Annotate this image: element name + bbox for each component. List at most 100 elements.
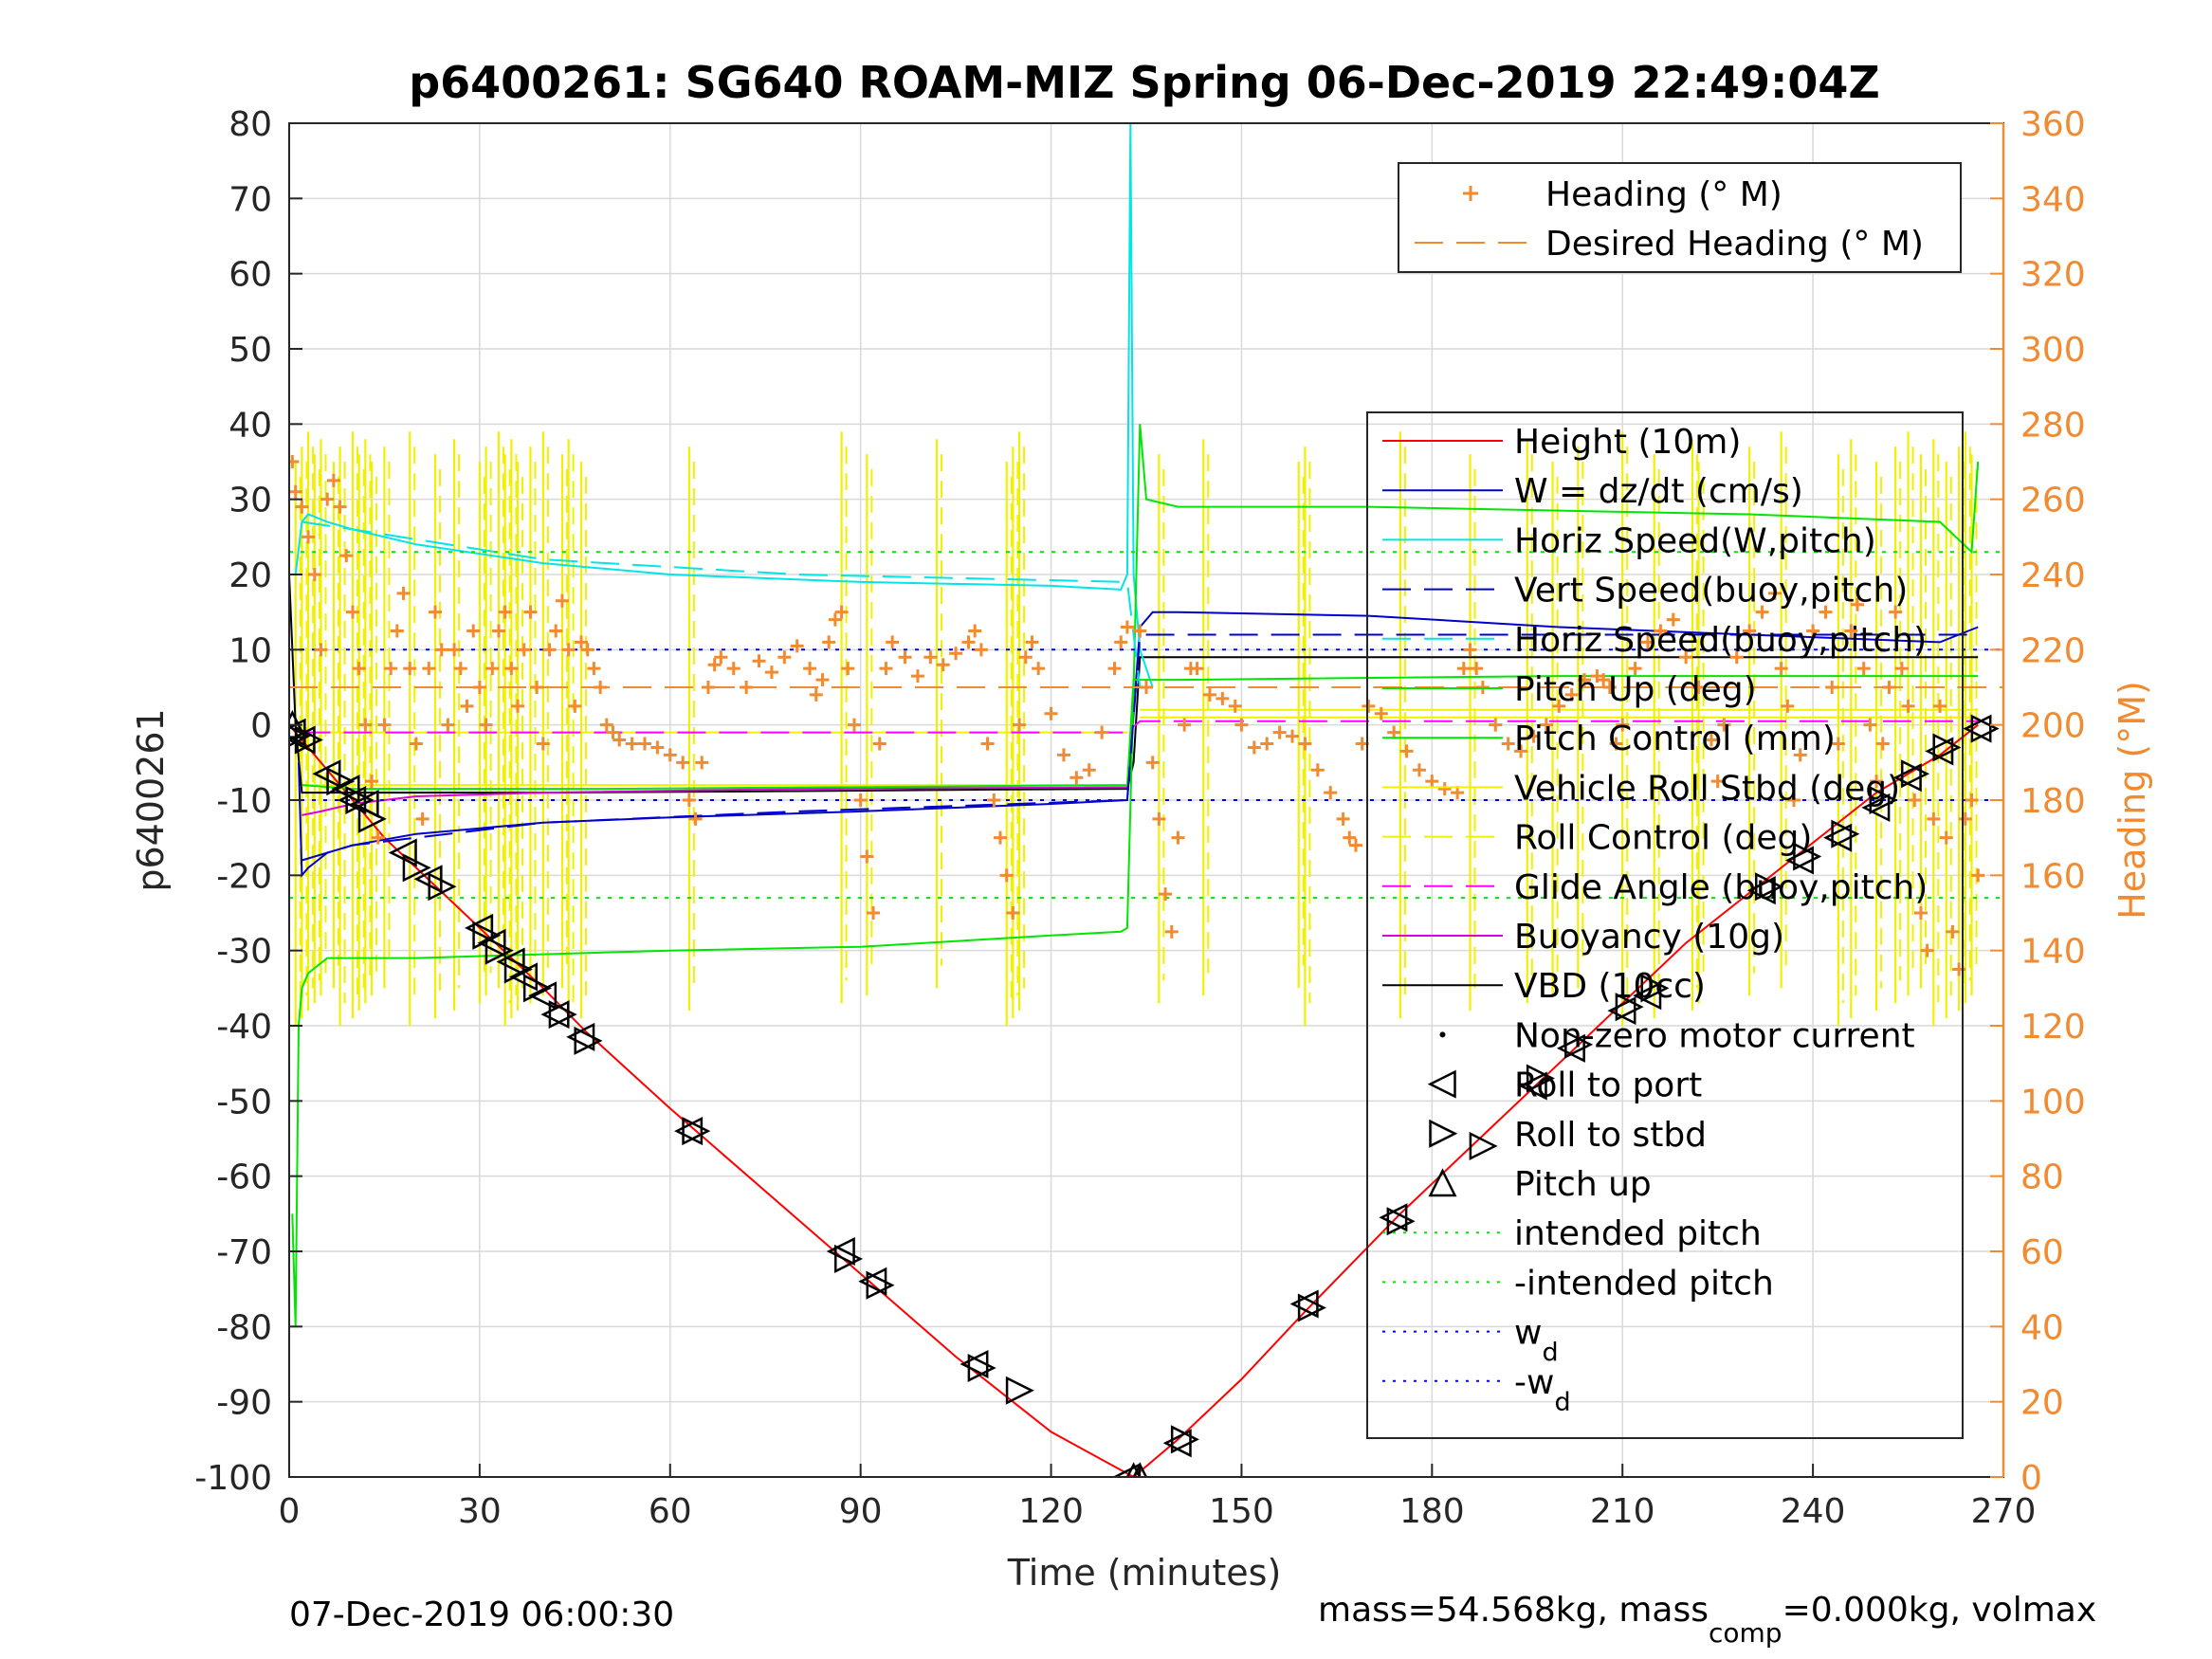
legend-label: intended pitch	[1514, 1214, 1762, 1253]
legend-label-text: intended pitch	[1514, 1214, 1762, 1253]
heading-point	[1654, 624, 1668, 638]
legend-label: Non-zero motor current	[1514, 1016, 1915, 1055]
heading-point	[1164, 924, 1179, 939]
tick-label-y-left: -100	[194, 1459, 272, 1498]
heading-point	[295, 500, 309, 514]
legend-label: Horiz Speed(buoy,pitch)	[1514, 621, 1927, 660]
heading-point	[841, 662, 855, 676]
heading-point	[1844, 624, 1858, 638]
tick-label-y-right: 60	[2020, 1233, 2064, 1272]
legend-label: Horiz Speed(W,pitch)	[1514, 521, 1876, 560]
tick-label-y-left: 70	[229, 180, 272, 219]
heading-point	[1228, 699, 1242, 713]
y-axis-label-right: Heading (°M)	[2111, 681, 2153, 920]
heading-point	[1260, 737, 1274, 751]
heading-point	[530, 681, 544, 694]
heading-point	[872, 737, 887, 751]
series-line	[302, 720, 1979, 734]
legend-label: Pitch Up (deg)	[1514, 670, 1757, 709]
heading-point	[1875, 737, 1890, 751]
tick-label-y-left: -30	[216, 933, 272, 972]
tick-label-y-right: 40	[2020, 1308, 2064, 1347]
tick-label-x: 120	[1018, 1492, 1084, 1531]
tick-label-x: 150	[1209, 1492, 1274, 1531]
heading-point	[1552, 699, 1566, 713]
heading-point	[1564, 687, 1579, 702]
y-axis-label-left: p6400261	[130, 708, 172, 891]
heading-point	[1946, 924, 1960, 939]
roll-stbd-marker	[1170, 1425, 1199, 1454]
tick-label-x: 90	[839, 1492, 883, 1531]
heading-point	[1628, 662, 1642, 676]
legend-label-text: Pitch Control (mm)	[1514, 720, 1836, 758]
roll-stbd-marker	[1932, 733, 1962, 762]
heading-point	[1894, 662, 1909, 676]
roll-port-marker	[674, 1117, 704, 1146]
legend-label-text: VBD (10cc)	[1514, 967, 1706, 1006]
tick-label-y-left: -50	[216, 1083, 272, 1121]
tick-label-y-left: 0	[250, 707, 272, 746]
heading-point	[1743, 624, 1757, 638]
heading-point	[568, 699, 582, 713]
heading-point	[1870, 775, 1884, 789]
roll-port-marker	[1861, 793, 1891, 822]
roll-stbd-marker	[1754, 872, 1784, 902]
heading-point	[1939, 830, 1953, 845]
heading-point	[289, 455, 300, 468]
roll-stbd-marker	[1526, 1064, 1555, 1093]
heading-point	[676, 756, 690, 770]
heading-point	[384, 662, 398, 676]
heading-point	[1044, 706, 1058, 720]
series-line	[302, 633, 1979, 862]
legend-label: Height (10m)	[1514, 423, 1741, 462]
tick-label-y-right: 0	[2020, 1459, 2042, 1498]
roll-stbd-marker	[484, 936, 514, 965]
heading-point	[429, 605, 443, 619]
heading-point	[974, 643, 988, 657]
legend-label-text: Desired Heading (° M)	[1545, 225, 1924, 264]
heading-point	[1152, 811, 1166, 826]
legend-label-text: Non-zero motor current	[1514, 1016, 1915, 1055]
heading-point	[377, 718, 392, 732]
roll-stbd-marker	[326, 767, 356, 796]
roll-stbd-marker	[1640, 974, 1670, 1003]
heading-point	[1247, 740, 1261, 755]
roll-stbd-marker	[1469, 1131, 1498, 1160]
heading-point	[1609, 737, 1623, 751]
heading-point	[1159, 887, 1173, 902]
roll-stbd-marker	[834, 1244, 864, 1273]
heading-point	[1216, 691, 1230, 705]
heading-point	[1272, 725, 1287, 739]
heading-point	[409, 737, 423, 751]
heading-point	[980, 737, 995, 751]
heading-point	[1679, 650, 1693, 665]
tick-label-y-right: 260	[2020, 482, 2086, 520]
legend-label: Buoyancy (10g)	[1514, 918, 1784, 957]
tick-label-x: 180	[1399, 1492, 1465, 1531]
heading-point	[517, 643, 531, 657]
heading-point	[625, 737, 639, 751]
roll-stbd-marker	[402, 853, 431, 883]
heading-point	[1362, 699, 1376, 713]
roll-port-marker	[465, 913, 494, 942]
legend-sample	[1427, 1069, 1456, 1099]
heading-point	[968, 624, 982, 638]
heading-point	[910, 669, 924, 684]
roll-port-marker	[1518, 1071, 1547, 1101]
legend-label: -intended pitch	[1514, 1264, 1774, 1303]
heading-point	[536, 737, 550, 751]
heading-point	[1787, 793, 1801, 807]
heading-point	[1451, 786, 1465, 800]
legend-label-text: Horiz Speed(buoy,pitch)	[1514, 621, 1927, 660]
legend-label-text: -w	[1514, 1363, 1554, 1402]
series-line	[289, 574, 1979, 794]
tick-label-x: 0	[279, 1492, 301, 1531]
heading-point	[803, 662, 817, 676]
tick-label-x: 60	[649, 1492, 692, 1531]
heading-point	[511, 699, 525, 713]
tick-label-y-right: 220	[2020, 631, 2086, 670]
roll-stbd-marker	[1615, 993, 1644, 1022]
roll-port-marker	[1963, 714, 1992, 743]
tick-label-y-right: 300	[2020, 331, 2086, 370]
heading-point	[1831, 737, 1845, 751]
